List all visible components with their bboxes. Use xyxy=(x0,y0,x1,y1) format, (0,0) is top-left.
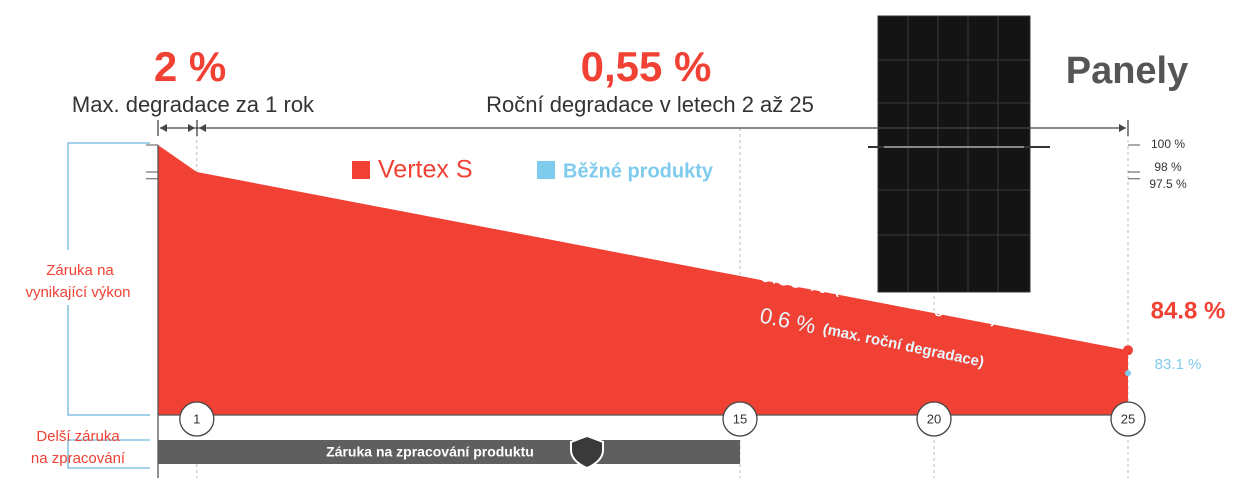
headline-text: Roční degradace v letech 2 až 25 xyxy=(486,92,814,117)
side-brackets xyxy=(67,142,150,469)
warranty-bar xyxy=(158,440,740,464)
y-tick-label: 98 % xyxy=(1154,160,1182,174)
value-label: 84.8 % xyxy=(1151,298,1226,325)
legend-label: Běžné produkty xyxy=(563,160,714,182)
side-label: na zpracování xyxy=(31,450,126,467)
x-tick xyxy=(916,401,952,437)
y-tick-label: 100 % xyxy=(1151,137,1185,151)
x-tick xyxy=(722,401,758,437)
headline-value: 0,55 % xyxy=(581,43,712,90)
side-label: Záruka na xyxy=(46,262,114,279)
shield-icon xyxy=(570,434,604,470)
legend-label: Vertex S xyxy=(378,156,473,184)
area xyxy=(158,145,1128,415)
point xyxy=(1125,370,1131,377)
x-tick-label: 25 xyxy=(1121,411,1135,426)
headline-text: Max. degradace za 1 rok xyxy=(72,92,315,117)
dimension-arrow xyxy=(157,120,1129,136)
legend-swatch xyxy=(537,161,555,179)
x-tick-label: 20 xyxy=(927,411,941,426)
value-label: 83.1 % xyxy=(1155,356,1202,373)
side-label: vynikající výkon xyxy=(25,284,130,301)
x-tick xyxy=(1110,401,1146,437)
warranty-label: Záruka na zpracování produktu xyxy=(326,444,534,460)
x-tick-label: 1 xyxy=(193,411,200,426)
panel-image xyxy=(868,15,1050,293)
side-label: Delší záruka xyxy=(36,428,120,445)
x-tick-label: 15 xyxy=(733,411,747,426)
chart-title: Panely xyxy=(1066,50,1189,92)
x-tick xyxy=(179,401,215,437)
point xyxy=(1123,345,1133,356)
headline-value: 2 % xyxy=(154,43,226,90)
y-tick-label: 97.5 % xyxy=(1149,177,1187,191)
legend-swatch xyxy=(352,161,370,179)
